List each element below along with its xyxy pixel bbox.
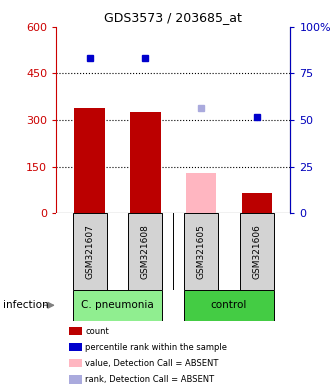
- Text: C. pneumonia: C. pneumonia: [81, 300, 154, 310]
- Bar: [73, 290, 162, 321]
- Text: infection: infection: [3, 300, 49, 310]
- Bar: [74, 108, 105, 213]
- Text: count: count: [85, 326, 109, 336]
- Bar: [128, 213, 162, 290]
- Text: percentile rank within the sample: percentile rank within the sample: [85, 343, 227, 352]
- Text: rank, Detection Call = ABSENT: rank, Detection Call = ABSENT: [85, 375, 214, 384]
- Text: value, Detection Call = ABSENT: value, Detection Call = ABSENT: [85, 359, 218, 368]
- Bar: [130, 112, 161, 213]
- Bar: [242, 193, 272, 213]
- Bar: [73, 213, 107, 290]
- Text: GSM321605: GSM321605: [197, 224, 206, 279]
- Text: control: control: [211, 300, 247, 310]
- Text: GSM321607: GSM321607: [85, 224, 94, 279]
- Bar: [184, 213, 218, 290]
- Bar: [184, 290, 274, 321]
- Title: GDS3573 / 203685_at: GDS3573 / 203685_at: [104, 11, 242, 24]
- Bar: [240, 213, 274, 290]
- Text: GSM321606: GSM321606: [252, 224, 261, 279]
- Text: GSM321608: GSM321608: [141, 224, 150, 279]
- Bar: [186, 173, 216, 213]
